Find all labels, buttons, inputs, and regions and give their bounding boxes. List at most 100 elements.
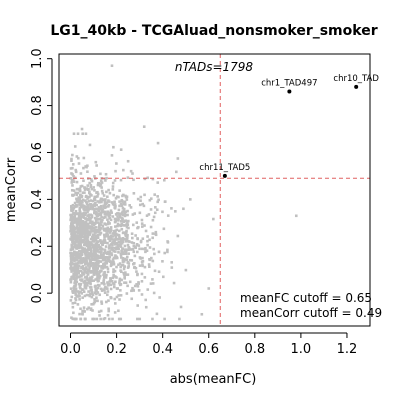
data-point xyxy=(123,212,127,215)
data-point xyxy=(146,239,149,243)
data-point xyxy=(125,255,129,259)
data-point xyxy=(149,197,153,200)
data-point xyxy=(106,313,110,317)
data-point xyxy=(95,164,98,167)
data-point xyxy=(76,132,80,136)
data-point xyxy=(97,260,101,263)
data-point xyxy=(99,227,103,230)
data-point xyxy=(76,212,79,216)
data-point xyxy=(138,247,141,251)
data-point xyxy=(85,271,88,275)
data-point xyxy=(78,290,82,294)
data-point xyxy=(77,201,80,204)
data-point xyxy=(76,223,79,227)
data-point xyxy=(96,236,100,239)
data-point xyxy=(106,226,110,230)
data-point xyxy=(142,125,146,128)
data-point xyxy=(151,278,154,281)
data-point xyxy=(70,243,73,247)
data-point xyxy=(81,247,84,250)
data-point xyxy=(95,262,98,266)
data-point xyxy=(125,239,129,242)
data-point xyxy=(114,256,117,260)
data-point xyxy=(135,283,138,286)
data-point xyxy=(103,248,107,252)
data-point xyxy=(115,232,118,236)
data-point xyxy=(75,199,79,202)
data-point xyxy=(117,309,120,313)
data-point xyxy=(104,198,107,201)
data-point xyxy=(86,234,90,237)
data-point xyxy=(116,215,119,218)
data-point xyxy=(119,239,123,243)
data-point xyxy=(105,213,108,216)
data-point xyxy=(94,207,98,211)
data-point xyxy=(103,271,106,275)
data-point xyxy=(75,253,78,257)
data-point xyxy=(120,204,124,208)
data-point xyxy=(126,284,129,288)
data-point xyxy=(161,275,165,279)
data-point xyxy=(132,250,136,254)
data-point xyxy=(135,221,139,224)
data-point xyxy=(111,276,115,280)
data-point xyxy=(112,273,115,277)
data-point xyxy=(135,243,139,246)
data-point xyxy=(114,219,117,223)
data-point xyxy=(106,257,109,261)
data-point xyxy=(123,276,126,280)
data-point xyxy=(72,174,75,178)
data-point xyxy=(82,214,85,217)
data-point xyxy=(113,234,117,237)
data-point xyxy=(78,227,82,231)
data-point xyxy=(85,218,89,221)
data-point xyxy=(119,289,122,292)
data-point xyxy=(111,243,114,247)
data-point xyxy=(109,226,113,229)
data-point xyxy=(115,195,119,198)
data-point xyxy=(97,206,101,209)
data-point xyxy=(118,204,121,208)
data-point xyxy=(120,278,123,282)
data-point xyxy=(114,169,117,173)
data-point xyxy=(93,236,97,240)
data-point xyxy=(117,229,121,233)
data-point xyxy=(78,207,82,210)
data-point xyxy=(141,264,144,268)
data-point xyxy=(88,207,92,211)
data-point xyxy=(100,281,104,285)
data-point xyxy=(134,234,137,237)
data-point xyxy=(126,266,130,269)
data-point xyxy=(94,211,97,214)
data-point xyxy=(131,172,134,175)
data-point xyxy=(99,260,103,263)
data-point xyxy=(130,289,133,293)
data-point xyxy=(94,201,97,205)
data-point xyxy=(91,199,95,203)
data-point xyxy=(85,293,89,297)
data-point xyxy=(100,253,104,257)
data-point xyxy=(125,258,129,262)
data-point xyxy=(124,271,127,274)
data-point xyxy=(136,250,139,254)
data-point xyxy=(95,203,99,207)
data-point xyxy=(100,189,104,193)
data-point xyxy=(127,245,130,249)
data-point xyxy=(143,193,146,197)
data-point xyxy=(73,257,77,260)
data-point xyxy=(83,228,86,232)
data-point xyxy=(86,244,89,248)
data-point xyxy=(114,280,117,284)
data-point xyxy=(147,213,151,216)
data-point xyxy=(89,292,92,296)
data-point xyxy=(138,203,142,207)
data-point xyxy=(94,287,97,290)
data-point xyxy=(71,163,75,166)
data-point xyxy=(96,192,100,196)
data-point xyxy=(89,289,93,292)
data-point xyxy=(105,234,109,238)
data-point xyxy=(103,264,107,267)
data-point xyxy=(72,232,76,236)
data-point xyxy=(110,279,114,283)
data-point xyxy=(184,268,188,272)
